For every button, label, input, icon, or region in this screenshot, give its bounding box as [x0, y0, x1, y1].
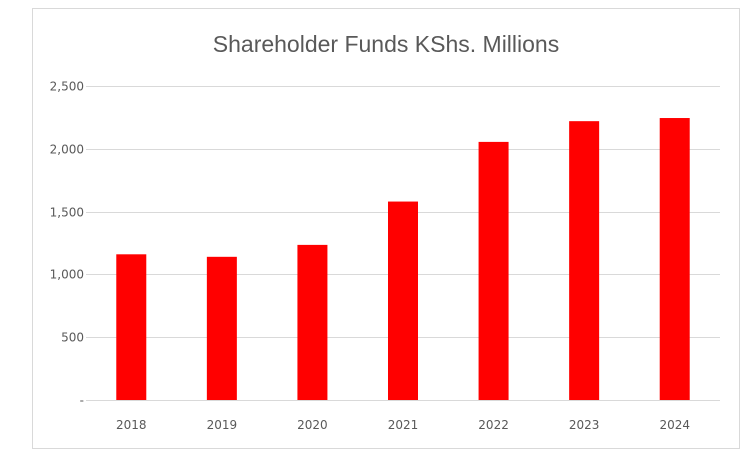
- y-tick-label: 1,500: [50, 206, 84, 220]
- x-tick-label: 2018: [116, 418, 147, 432]
- bar-2021: [388, 201, 418, 400]
- y-tick-label: 2,500: [50, 80, 84, 94]
- bar-2019: [206, 256, 237, 400]
- bar-2018: [116, 254, 147, 400]
- y-tick-label: 2,000: [50, 143, 84, 157]
- x-tick-label: 2020: [297, 418, 328, 432]
- x-tick-label: 2022: [478, 418, 509, 432]
- x-tick-label: 2023: [569, 418, 600, 432]
- bars: [116, 118, 690, 400]
- bar-2024: [659, 118, 690, 400]
- x-tick-label: 2019: [207, 418, 238, 432]
- chart-frame: Shareholder Funds KShs. Millions: [32, 8, 740, 449]
- y-axis-ticks: - 500 1,000 1,500 2,000 2,500: [50, 80, 84, 408]
- x-tick-label: 2024: [659, 418, 690, 432]
- bar-2022: [478, 141, 509, 400]
- y-tick-label: 500: [61, 331, 84, 345]
- bar-2020: [297, 244, 328, 400]
- bar-2023: [569, 121, 600, 400]
- x-tick-label: 2021: [388, 418, 419, 432]
- x-axis-ticks: 2018 2019 2020 2021 2022 2023 2024: [116, 418, 690, 432]
- y-tick-label: 1,000: [50, 268, 84, 282]
- chart-title: Shareholder Funds KShs. Millions: [212, 31, 560, 57]
- y-tick-label: -: [80, 394, 84, 408]
